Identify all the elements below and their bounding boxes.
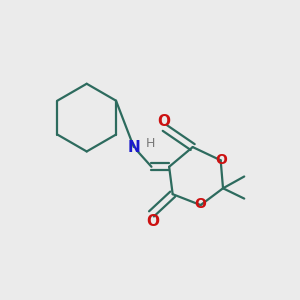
- Text: H: H: [146, 137, 156, 150]
- Text: O: O: [215, 153, 227, 167]
- Text: N: N: [128, 140, 140, 154]
- Text: O: O: [146, 214, 159, 229]
- Text: O: O: [195, 197, 207, 212]
- Text: O: O: [157, 114, 170, 129]
